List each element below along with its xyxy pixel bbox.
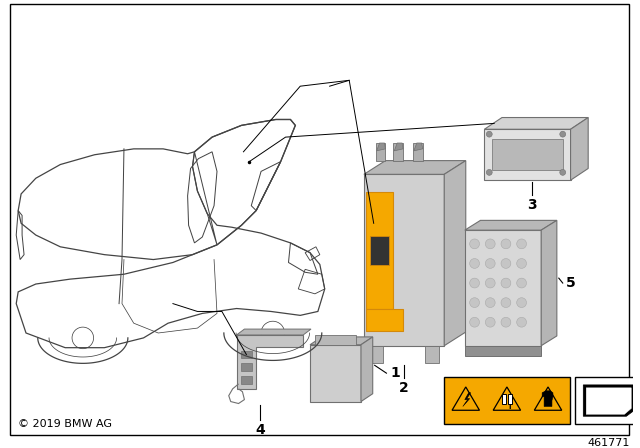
- Polygon shape: [366, 192, 394, 310]
- Polygon shape: [570, 117, 588, 180]
- Circle shape: [485, 239, 495, 249]
- Circle shape: [516, 258, 527, 268]
- Polygon shape: [369, 346, 383, 363]
- Polygon shape: [583, 385, 634, 416]
- Circle shape: [560, 169, 566, 175]
- Circle shape: [485, 298, 495, 307]
- Polygon shape: [376, 143, 385, 151]
- Circle shape: [501, 278, 511, 288]
- Circle shape: [516, 298, 527, 307]
- Circle shape: [516, 317, 527, 327]
- FancyBboxPatch shape: [444, 377, 570, 424]
- Bar: [241, 363, 252, 371]
- Polygon shape: [508, 394, 512, 405]
- Circle shape: [516, 278, 527, 288]
- Polygon shape: [463, 393, 470, 406]
- Polygon shape: [586, 388, 631, 414]
- Polygon shape: [366, 310, 403, 331]
- Polygon shape: [444, 161, 466, 346]
- Polygon shape: [465, 346, 541, 356]
- Circle shape: [486, 169, 492, 175]
- Bar: [492, 139, 563, 170]
- Bar: [241, 351, 252, 358]
- Text: i: i: [509, 404, 511, 409]
- Polygon shape: [394, 143, 403, 151]
- Polygon shape: [424, 346, 439, 363]
- Polygon shape: [364, 174, 444, 346]
- Bar: [370, 236, 389, 265]
- Polygon shape: [465, 230, 541, 346]
- Polygon shape: [364, 161, 466, 174]
- Polygon shape: [310, 337, 372, 345]
- FancyBboxPatch shape: [575, 377, 640, 424]
- Polygon shape: [414, 143, 422, 151]
- Circle shape: [470, 317, 479, 327]
- Polygon shape: [237, 329, 311, 335]
- Text: © 2019 BMW AG: © 2019 BMW AG: [18, 419, 112, 429]
- Circle shape: [560, 131, 566, 137]
- Polygon shape: [376, 143, 385, 161]
- Circle shape: [470, 258, 479, 268]
- Circle shape: [501, 317, 511, 327]
- Polygon shape: [541, 220, 557, 346]
- Polygon shape: [394, 143, 403, 161]
- Circle shape: [486, 131, 492, 137]
- Circle shape: [485, 258, 495, 268]
- Text: 5: 5: [566, 276, 575, 290]
- Polygon shape: [361, 337, 372, 401]
- Circle shape: [470, 239, 479, 249]
- Text: 1: 1: [390, 366, 400, 380]
- Polygon shape: [465, 220, 557, 230]
- Polygon shape: [534, 387, 562, 410]
- Circle shape: [516, 239, 527, 249]
- Polygon shape: [502, 394, 506, 405]
- Polygon shape: [413, 143, 422, 161]
- Text: 2: 2: [399, 381, 409, 395]
- Polygon shape: [484, 117, 588, 129]
- Polygon shape: [484, 129, 570, 180]
- Circle shape: [501, 258, 511, 268]
- Polygon shape: [493, 387, 520, 410]
- Text: 3: 3: [527, 198, 537, 212]
- Circle shape: [470, 278, 479, 288]
- Polygon shape: [542, 391, 553, 406]
- Text: 4: 4: [255, 423, 265, 437]
- Polygon shape: [452, 387, 479, 410]
- Text: 461771: 461771: [588, 438, 630, 448]
- Circle shape: [485, 317, 495, 327]
- Circle shape: [485, 278, 495, 288]
- Circle shape: [501, 298, 511, 307]
- Bar: [241, 376, 252, 384]
- Circle shape: [470, 298, 479, 307]
- Polygon shape: [315, 335, 356, 345]
- Polygon shape: [310, 345, 361, 401]
- Polygon shape: [237, 335, 303, 389]
- Circle shape: [501, 239, 511, 249]
